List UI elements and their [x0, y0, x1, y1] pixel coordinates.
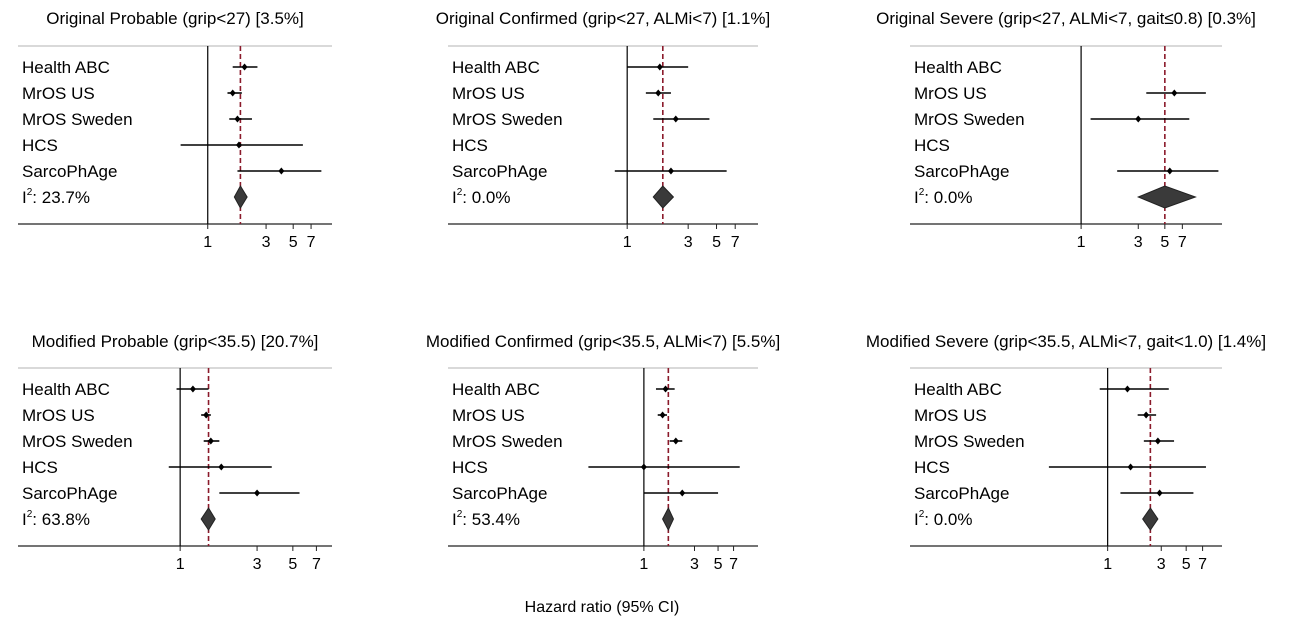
heterogeneity-label: I2: 0.0%	[914, 509, 973, 529]
point-estimate-marker	[1135, 116, 1141, 123]
point-estimate-marker	[673, 438, 679, 445]
study-label: Health ABC	[452, 380, 540, 399]
pooled-diamond	[663, 508, 674, 530]
point-estimate-marker	[1155, 438, 1161, 445]
study-label: MrOS Sweden	[914, 110, 1025, 129]
x-tick-label: 7	[731, 234, 740, 251]
study-label: SarcoPhAge	[452, 162, 547, 181]
x-tick-label: 7	[1178, 234, 1187, 251]
study-label: MrOS US	[914, 84, 987, 103]
study-label: Health ABC	[914, 58, 1002, 77]
point-estimate-marker	[641, 464, 647, 471]
x-tick-label: 1	[176, 556, 185, 573]
point-estimate-marker	[660, 412, 666, 419]
pooled-diamond	[201, 508, 215, 530]
x-tick-label: 5	[714, 556, 723, 573]
study-label: SarcoPhAge	[452, 484, 547, 503]
x-tick-label: 3	[1134, 234, 1143, 251]
point-estimate-marker	[1157, 490, 1163, 497]
x-tick-label: 5	[288, 556, 297, 573]
panel-title: Modified Confirmed (grip<35.5, ALMi<7) […	[426, 332, 780, 351]
x-tick-label: 5	[1160, 234, 1169, 251]
x-tick-label: 1	[1077, 234, 1086, 251]
x-tick-label: 5	[712, 234, 721, 251]
study-label: MrOS US	[22, 406, 95, 425]
study-label: SarcoPhAge	[914, 484, 1009, 503]
point-estimate-marker	[679, 490, 685, 497]
x-tick-label: 3	[690, 556, 699, 573]
point-estimate-marker	[218, 464, 224, 471]
point-estimate-marker	[230, 90, 236, 97]
x-axis-label: Hazard ratio (95% CI)	[525, 599, 680, 616]
study-label: HCS	[22, 458, 58, 477]
x-tick-label: 5	[289, 234, 298, 251]
x-tick-label: 1	[623, 234, 632, 251]
study-label: HCS	[914, 136, 950, 155]
x-tick-label: 3	[262, 234, 271, 251]
panel-title: Modified Probable (grip<35.5) [20.7%]	[32, 332, 319, 351]
point-estimate-marker	[1128, 464, 1134, 471]
x-tick-label: 7	[729, 556, 738, 573]
point-estimate-marker	[657, 64, 663, 71]
study-label: MrOS US	[452, 406, 525, 425]
point-estimate-marker	[242, 64, 248, 71]
x-tick-label: 3	[1157, 556, 1166, 573]
study-label: MrOS Sweden	[22, 110, 133, 129]
point-estimate-marker	[278, 168, 284, 175]
x-tick-label: 3	[253, 556, 262, 573]
pooled-diamond	[653, 186, 673, 208]
study-label: Health ABC	[22, 58, 110, 77]
heterogeneity-label: I2: 63.8%	[22, 509, 90, 529]
point-estimate-marker	[1124, 386, 1130, 393]
pooled-diamond	[1138, 186, 1195, 208]
x-tick-label: 7	[1198, 556, 1207, 573]
point-estimate-marker	[190, 386, 196, 393]
study-label: MrOS US	[914, 406, 987, 425]
study-label: SarcoPhAge	[914, 162, 1009, 181]
x-tick-label: 7	[307, 234, 316, 251]
x-tick-label: 1	[203, 234, 212, 251]
heterogeneity-label: I2: 23.7%	[22, 187, 90, 207]
study-label: HCS	[22, 136, 58, 155]
study-label: Health ABC	[22, 380, 110, 399]
study-label: MrOS Sweden	[452, 110, 563, 129]
point-estimate-marker	[1143, 412, 1149, 419]
point-estimate-marker	[1171, 90, 1177, 97]
study-label: Health ABC	[452, 58, 540, 77]
study-label: HCS	[452, 136, 488, 155]
x-tick-label: 7	[312, 556, 321, 573]
study-label: MrOS Sweden	[452, 432, 563, 451]
study-label: MrOS Sweden	[22, 432, 133, 451]
heterogeneity-label: I2: 53.4%	[452, 509, 520, 529]
point-estimate-marker	[655, 90, 661, 97]
panel-title: Modified Severe (grip<35.5, ALMi<7, gait…	[866, 332, 1266, 351]
study-label: SarcoPhAge	[22, 484, 117, 503]
x-tick-label: 5	[1182, 556, 1191, 573]
heterogeneity-label: I2: 0.0%	[452, 187, 511, 207]
x-tick-label: 1	[639, 556, 648, 573]
study-label: Health ABC	[914, 380, 1002, 399]
study-label: MrOS Sweden	[914, 432, 1025, 451]
point-estimate-marker	[1167, 168, 1173, 175]
pooled-diamond	[234, 186, 247, 208]
study-label: MrOS US	[452, 84, 525, 103]
study-label: SarcoPhAge	[22, 162, 117, 181]
point-estimate-marker	[254, 490, 260, 497]
heterogeneity-label: I2: 0.0%	[914, 187, 973, 207]
pooled-diamond	[1143, 508, 1158, 530]
study-label: HCS	[452, 458, 488, 477]
study-label: MrOS US	[22, 84, 95, 103]
x-tick-label: 3	[684, 234, 693, 251]
point-estimate-marker	[673, 116, 679, 123]
study-label: HCS	[914, 458, 950, 477]
point-estimate-marker	[668, 168, 674, 175]
x-tick-label: 1	[1103, 556, 1112, 573]
panel-title: Original Confirmed (grip<27, ALMi<7) [1.…	[436, 9, 771, 28]
panel-title: Original Severe (grip<27, ALMi<7, gait≤0…	[876, 9, 1256, 28]
panel-title: Original Probable (grip<27) [3.5%]	[46, 9, 304, 28]
point-estimate-marker	[234, 116, 240, 123]
